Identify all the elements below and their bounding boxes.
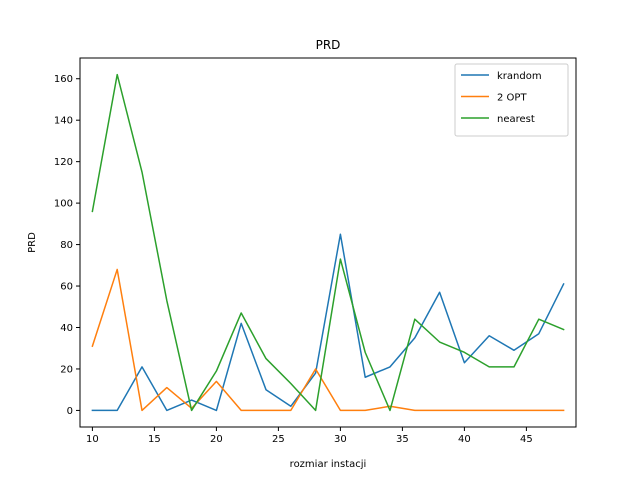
legend-label: krandom [497, 71, 542, 82]
y-axis-title: PRD [27, 232, 38, 253]
y-tick-label: 100 [54, 199, 73, 210]
y-tick-label: 120 [54, 157, 73, 168]
series-line-2-opt [91, 268, 565, 412]
y-tick-label: 160 [54, 74, 73, 85]
y-tick-label: 40 [60, 323, 73, 334]
y-tick-label: 60 [60, 282, 73, 293]
x-tick-label: 15 [148, 434, 161, 445]
legend-label: nearest [497, 114, 535, 125]
x-tick-label: 25 [272, 434, 285, 445]
series-line-nearest [91, 73, 565, 412]
x-tick-label: 20 [210, 434, 223, 445]
x-tick-label: 10 [86, 434, 99, 445]
x-axis-ticks: 10 15 20 25 30 35 40 45 [86, 427, 533, 445]
y-axis-ticks: 0 20 40 60 80 100 120 140 160 [54, 74, 80, 417]
legend-label: 2 OPT [497, 93, 527, 104]
x-tick-label: 30 [334, 434, 347, 445]
series-line-krandom [91, 233, 565, 412]
x-tick-label: 45 [520, 434, 533, 445]
plot-frame [79, 57, 577, 428]
x-tick-label: 40 [458, 434, 471, 445]
series-lines [91, 73, 565, 412]
x-tick-label: 35 [396, 434, 409, 445]
y-tick-label: 140 [54, 116, 73, 127]
y-tick-label: 20 [60, 364, 73, 375]
legend: krandom 2 OPT nearest [454, 63, 569, 137]
x-axis-title: rozmiar instacji [290, 459, 367, 470]
y-tick-label: 80 [60, 240, 73, 251]
y-tick-label: 0 [67, 406, 73, 417]
chart-title: PRD [316, 38, 341, 52]
